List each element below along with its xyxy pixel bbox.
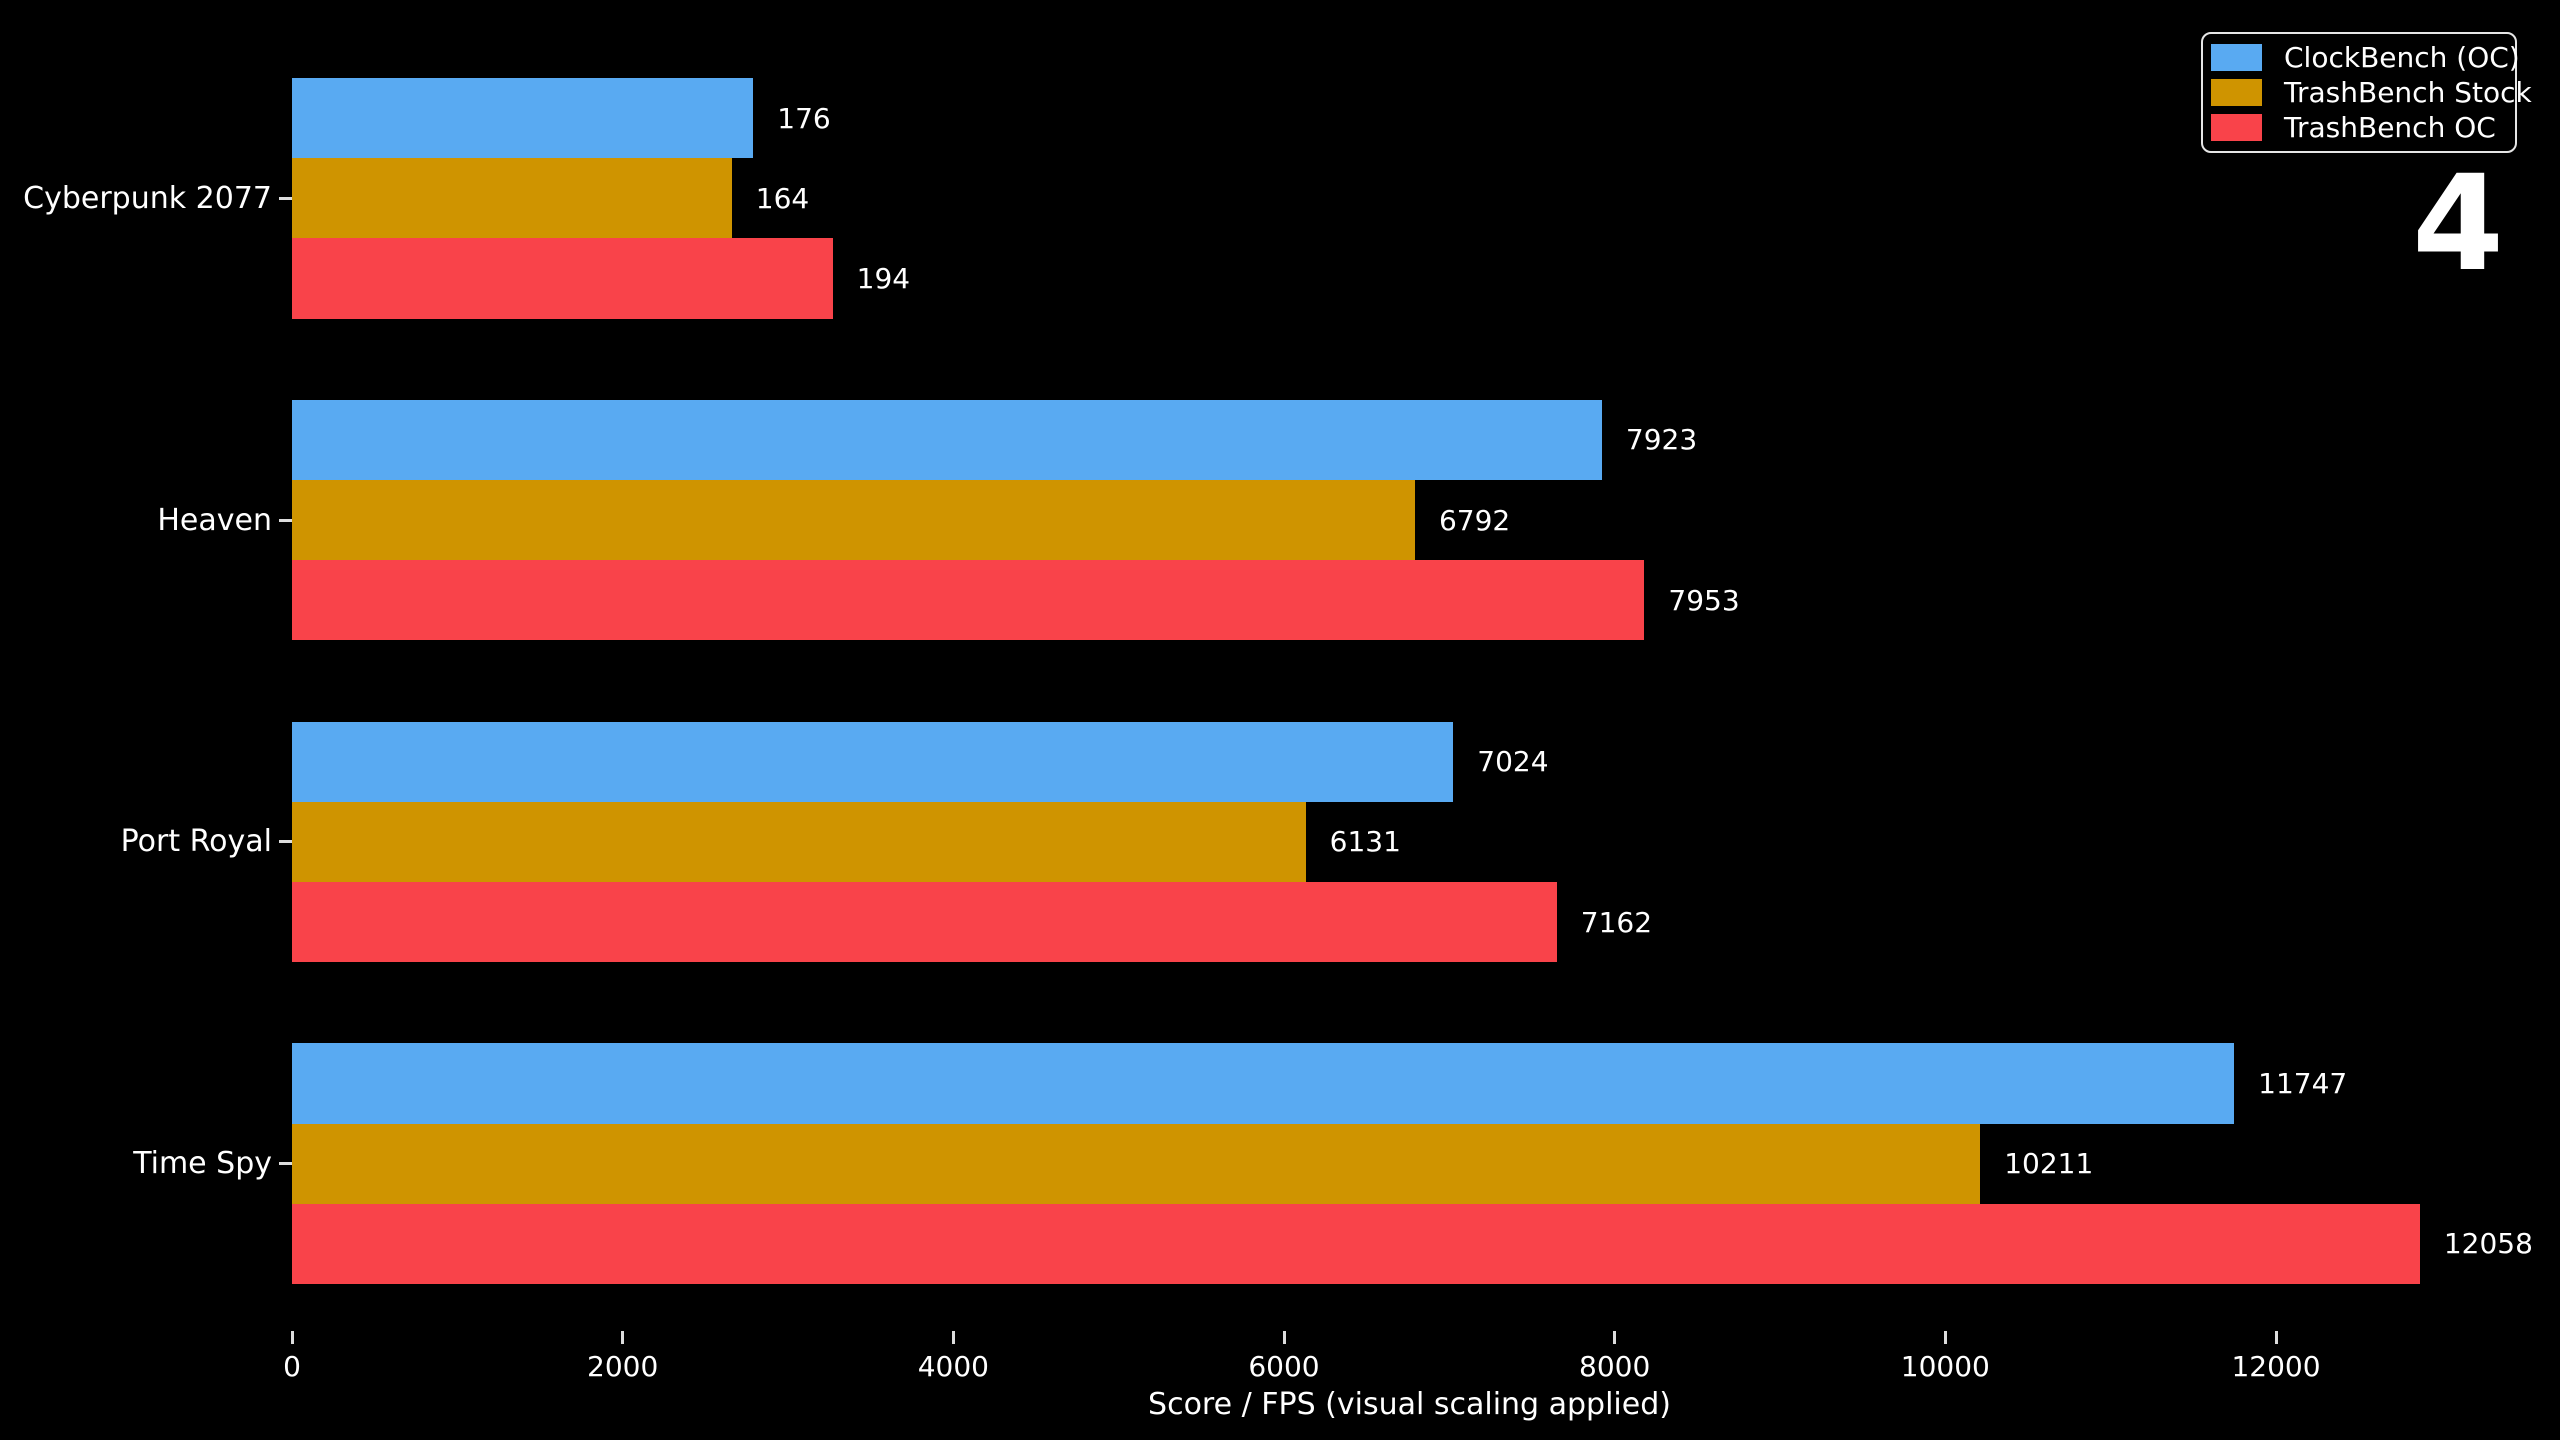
legend-swatch: [2211, 114, 2262, 141]
legend-swatch: [2211, 79, 2262, 106]
bar: [292, 1123, 1981, 1204]
x-axis-tick: [2274, 1331, 2278, 1344]
x-axis-label: Score / FPS (visual scaling applied): [1148, 1387, 1671, 1422]
x-axis-tick: [1943, 1331, 1947, 1344]
x-axis-tick-label: 12000: [2231, 1350, 2321, 1383]
legend-swatch: [2211, 44, 2262, 71]
bar: [292, 560, 1645, 641]
bar: [292, 480, 1415, 561]
bar: [292, 1203, 2420, 1284]
bar-value-label: 7162: [1580, 905, 1653, 939]
bar: [292, 238, 833, 319]
bar: [292, 882, 1557, 963]
bar: [292, 399, 1602, 480]
y-axis-tick: [279, 840, 292, 844]
y-axis-tick: [279, 1162, 292, 1166]
bar-value-label: 12058: [2443, 1227, 2533, 1261]
x-axis-tick-label: 0: [283, 1350, 301, 1383]
bar: [292, 158, 732, 239]
x-axis-tick: [621, 1331, 625, 1344]
y-axis-tick: [279, 196, 292, 200]
bar-value-label: 7923: [1625, 423, 1698, 457]
x-axis-tick: [1613, 1331, 1617, 1344]
bar-value-label: 164: [755, 181, 810, 215]
legend-item: TrashBench OC: [2211, 111, 2507, 144]
bar: [292, 721, 1454, 802]
x-axis-tick-label: 8000: [1579, 1350, 1651, 1383]
x-axis-tick-label: 4000: [917, 1350, 989, 1383]
y-axis-category-label: Time Spy: [133, 1146, 272, 1182]
y-axis-category-label: Heaven: [157, 502, 272, 538]
y-axis-category-label: Port Royal: [120, 824, 272, 860]
bar-value-label: 6792: [1438, 503, 1511, 537]
legend-item-label: ClockBench (OC): [2284, 41, 2520, 74]
bar-value-label: 7953: [1668, 583, 1740, 617]
x-axis-tick-label: 6000: [1248, 1350, 1320, 1383]
y-axis-tick: [279, 518, 292, 522]
legend-item-label: TrashBench OC: [2284, 111, 2496, 144]
bar-value-label: 6131: [1329, 825, 1401, 859]
bar-value-label: 10211: [2004, 1147, 2094, 1181]
bar-value-label: 194: [856, 261, 911, 295]
slide-number: 4: [2412, 147, 2504, 301]
bar: [292, 801, 1306, 882]
x-axis-tick-label: 2000: [587, 1350, 659, 1383]
x-axis-tick: [951, 1331, 955, 1344]
x-axis-tick-label: 10000: [1900, 1350, 1990, 1383]
legend-item: TrashBench Stock: [2211, 76, 2532, 109]
bar: [292, 1043, 2235, 1124]
legend-item-label: TrashBench Stock: [2284, 76, 2532, 109]
legend-item: ClockBench (OC): [2211, 41, 2520, 74]
bar-value-label: 176: [777, 101, 831, 135]
x-axis-tick: [290, 1331, 294, 1344]
bar-value-label: 7024: [1477, 745, 1549, 779]
bar: [292, 78, 754, 159]
legend: ClockBench (OC) TrashBench Stock TrashBenc…: [2201, 32, 2532, 153]
x-axis-tick: [1282, 1331, 1286, 1344]
y-axis-category-label: Cyberpunk 2077: [23, 180, 272, 216]
bar-value-label: 11747: [2258, 1066, 2348, 1100]
